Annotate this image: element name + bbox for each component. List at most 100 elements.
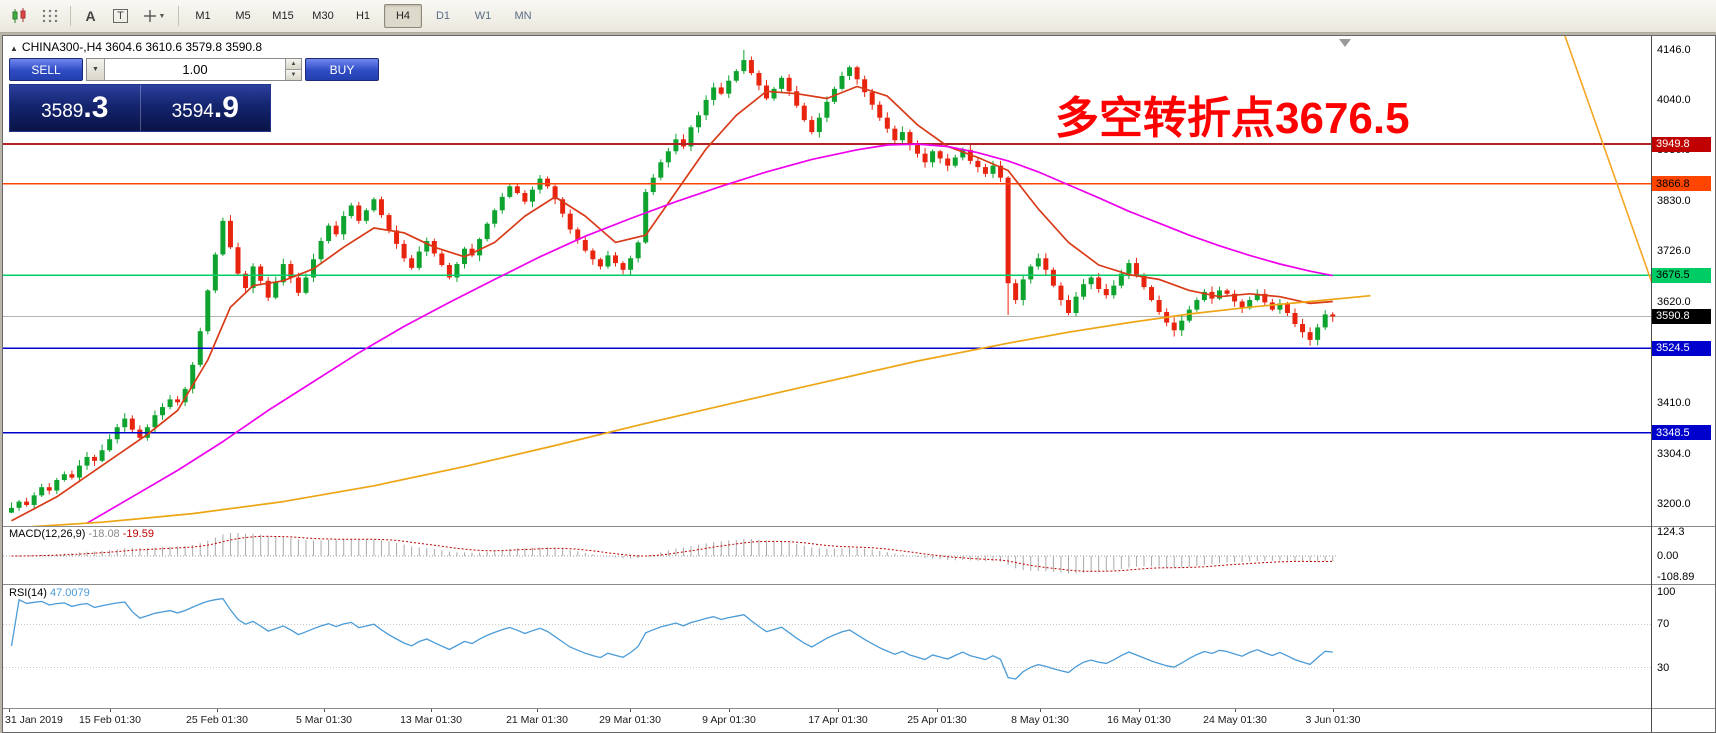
current-price-box: 3590.8 — [1652, 308, 1711, 324]
time-tick — [630, 709, 631, 712]
letter-t-icon: T — [113, 9, 128, 23]
macd-scale-label: 0.00 — [1657, 550, 1679, 562]
buy-button[interactable]: BUY — [305, 58, 379, 81]
time-tick — [838, 709, 839, 712]
timeframe-button-m5[interactable]: M5 — [235, 10, 251, 22]
volume-input[interactable] — [105, 59, 285, 80]
timeframe-button-m15[interactable]: M15 — [272, 10, 294, 22]
price-divider — [139, 85, 141, 131]
time-axis[interactable]: 31 Jan 2019 15 Feb 01:30 25 Feb 01:30 5 Mar… — [3, 709, 1651, 732]
time-tick — [1040, 709, 1041, 712]
timeframe-button-h4[interactable]: H4 — [384, 4, 422, 28]
macd-scale-label: 124.3 — [1657, 526, 1685, 538]
volume-dropdown-button[interactable]: ▼ — [87, 59, 105, 80]
chevron-down-icon: ▼ — [92, 66, 99, 73]
time-axis-label: 8 May 01:30 — [1011, 714, 1069, 726]
chart-title: ▲ CHINA300-,H4 3604.6 3610.6 3579.8 3590.… — [10, 40, 262, 54]
time-axis-label: 17 Apr 01:30 — [808, 714, 868, 726]
panel-separator — [3, 708, 1715, 709]
price-scale-label: 4040.0 — [1657, 94, 1691, 107]
timeframe-group: M1 M5 M15 M30 H1 H4 D1 W1 MN — [184, 4, 544, 28]
time-axis-label: 3 Jun 01:30 — [1305, 714, 1361, 726]
time-axis-label: 13 Mar 01:30 — [400, 714, 462, 726]
time-axis-label: 21 Mar 01:30 — [506, 714, 568, 726]
rsi-value: 47.0079 — [49, 587, 90, 599]
collapse-panel-icon[interactable]: ▲ — [10, 44, 18, 53]
grid-levels-icon-button[interactable] — [35, 3, 64, 29]
macd-signal-value: -19.59 — [122, 528, 154, 540]
ask-price-main: 3594 — [171, 101, 214, 122]
time-tick — [431, 709, 432, 712]
time-tick — [1333, 709, 1334, 712]
price-scale-label: 3304.0 — [1657, 447, 1691, 460]
time-axis-label: 31 Jan 2019 — [5, 714, 63, 726]
bid-ask-display: 3589.3 3594.9 — [9, 84, 271, 132]
chart-window[interactable]: ▲ CHINA300-,H4 3604.6 3610.6 3579.8 3590.… — [2, 35, 1716, 733]
macd-indicator-panel[interactable] — [3, 526, 1651, 584]
rsi-scale-label: 100 — [1657, 586, 1676, 598]
macd-value: -18.08 — [88, 528, 120, 540]
rsi-scale-label: 70 — [1657, 618, 1670, 631]
spin-down-button[interactable]: ▼ — [286, 70, 301, 80]
symbol-ohlc-text: CHINA300-,H4 3604.6 3610.6 3579.8 3590.8 — [21, 40, 263, 54]
price-scale-separator — [1651, 36, 1652, 732]
time-axis-label: 29 Mar 01:30 — [599, 714, 661, 726]
price-scale-label: 3200.0 — [1657, 497, 1691, 510]
ask-price-frac: .9 — [213, 91, 239, 124]
price-scale-label: 3726.0 — [1657, 245, 1691, 258]
time-axis-label: 25 Apr 01:30 — [907, 714, 967, 726]
price-level-box: 3524.5 — [1652, 340, 1711, 356]
macd-label: MACD(12,26,9) -18.08 -19.59 — [9, 528, 154, 540]
timeframe-button-m30[interactable]: M30 — [312, 10, 334, 22]
sell-button[interactable]: SELL — [9, 58, 83, 81]
panel-separator[interactable] — [3, 584, 1715, 585]
grid-icon — [42, 9, 57, 23]
panel-separator[interactable] — [3, 526, 1715, 527]
bid-price-frac: .3 — [83, 91, 109, 124]
timeframe-button-h1[interactable]: H1 — [355, 10, 371, 22]
chart-type-icon[interactable] — [5, 3, 34, 29]
rsi-scale-label: 30 — [1657, 661, 1670, 674]
chart-shift-marker-icon[interactable] — [1339, 39, 1351, 47]
chart-annotation-text: 多空转折点3676.5 — [1055, 94, 1410, 143]
price-scale-label: 3620.0 — [1657, 295, 1691, 308]
timeframe-button-m1[interactable]: M1 — [195, 10, 211, 22]
bid-price: 3589.3 — [10, 85, 140, 131]
time-tick — [1139, 709, 1140, 712]
crosshair-tool-button[interactable]: ▼ — [136, 3, 172, 29]
main-price-chart[interactable] — [3, 36, 1651, 526]
time-tick — [937, 709, 938, 712]
time-axis-label: 16 May 01:30 — [1107, 714, 1171, 726]
chevron-down-icon: ▼ — [158, 12, 166, 20]
rsi-name: RSI(14) — [9, 587, 47, 599]
timeframe-button-mn[interactable]: MN — [514, 10, 532, 22]
price-level-box: 3676.5 — [1652, 267, 1711, 283]
candlestick-chart-icon — [12, 8, 25, 23]
time-tick — [217, 709, 218, 712]
price-scale-label: 3830.0 — [1657, 195, 1691, 208]
time-tick — [1235, 709, 1236, 712]
time-tick — [324, 709, 325, 712]
price-scale-label: 4146.0 — [1657, 43, 1691, 56]
price-scale-label: 3410.0 — [1657, 396, 1691, 409]
time-axis-label: 9 Apr 01:30 — [702, 714, 756, 726]
price-level-box: 3348.5 — [1652, 425, 1711, 441]
toolbar-separator — [70, 6, 71, 26]
text-label-tool-button[interactable]: A — [76, 3, 105, 29]
rsi-indicator-panel[interactable] — [3, 584, 1651, 708]
timeframe-button-d1[interactable]: D1 — [435, 10, 451, 22]
ask-price: 3594.9 — [141, 85, 271, 131]
rsi-label: RSI(14) 47.0079 — [9, 587, 90, 599]
macd-scale-label: -108.89 — [1657, 571, 1695, 584]
time-tick — [729, 709, 730, 712]
time-tick — [537, 709, 538, 712]
toolbar-separator — [178, 6, 179, 26]
time-axis-label: 5 Mar 01:30 — [295, 714, 353, 726]
toolbar: A T ▼ M1 M5 M15 M30 H1 H4 D1 W1 MN — [0, 0, 1716, 33]
timeframe-button-w1[interactable]: W1 — [474, 10, 492, 22]
spin-up-button[interactable]: ▲ — [286, 59, 301, 70]
crosshair-icon — [143, 10, 156, 22]
bid-price-main: 3589 — [41, 101, 84, 122]
text-box-tool-button[interactable]: T — [106, 3, 135, 29]
